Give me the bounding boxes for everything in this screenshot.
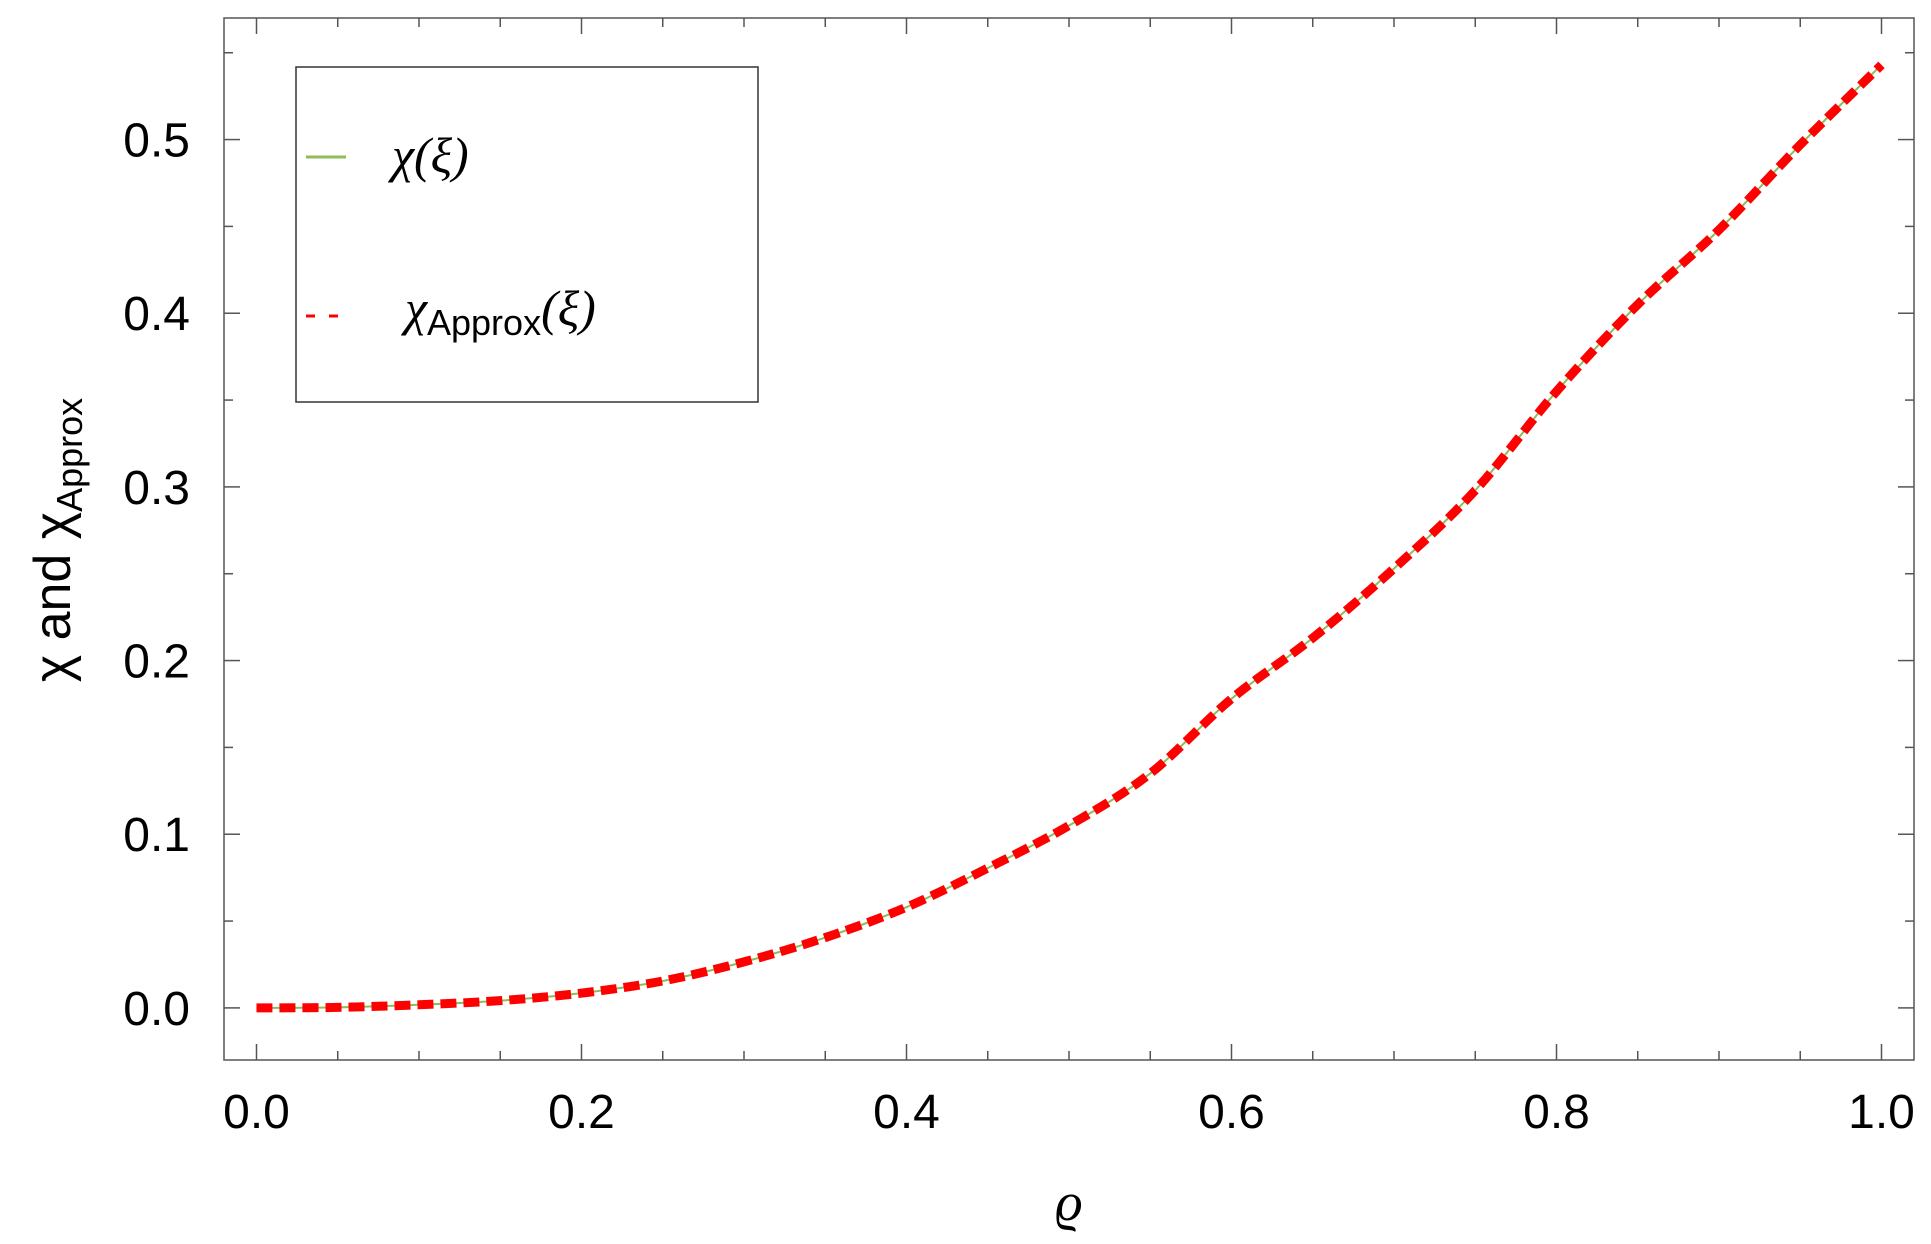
- x-tick-label: 0.6: [1198, 1086, 1265, 1139]
- series-line-chi-approx: [256, 61, 1885, 1013]
- y-tick-label: 0.1: [123, 809, 190, 862]
- y-axis-label: χ and χApprox: [24, 398, 90, 682]
- x-axis-label: ϱ: [1055, 1172, 1082, 1232]
- x-tick-label: 0.0: [223, 1086, 290, 1139]
- legend-label-chi: χ(ξ): [388, 127, 469, 183]
- legend-label-chi-approx: χApprox(ξ): [401, 280, 596, 343]
- y-tick-label: 0.4: [123, 288, 190, 341]
- legend: χ(ξ) χApprox(ξ): [295, 66, 759, 403]
- x-axis: 0.0 0.2 0.4 0.6 0.8 1.0: [223, 18, 1915, 1139]
- y-axis-label-sub: Approx: [49, 398, 90, 512]
- x-tick-label: 0.2: [548, 1086, 615, 1139]
- y-tick-label: 0.3: [123, 462, 190, 515]
- y-axis: 0.0 0.1 0.2 0.3 0.4 0.5: [123, 51, 1914, 1036]
- x-tick-label: 0.4: [873, 1086, 940, 1139]
- legend-label-chi-approx-sub: Approx: [427, 302, 541, 343]
- legend-box: [295, 66, 759, 403]
- y-tick-label: 0.0: [123, 983, 190, 1036]
- y-tick-label: 0.5: [123, 115, 190, 168]
- y-tick-label: 0.2: [123, 636, 190, 689]
- legend-label-chi-approx-base: χ: [401, 280, 429, 336]
- legend-label-chi-approx-tail: (ξ): [541, 280, 596, 336]
- x-tick-label: 1.0: [1848, 1086, 1915, 1139]
- series-layer: [256, 61, 1885, 1013]
- y-axis-label-main: χ and χ: [24, 512, 82, 682]
- x-tick-label: 0.8: [1523, 1086, 1590, 1139]
